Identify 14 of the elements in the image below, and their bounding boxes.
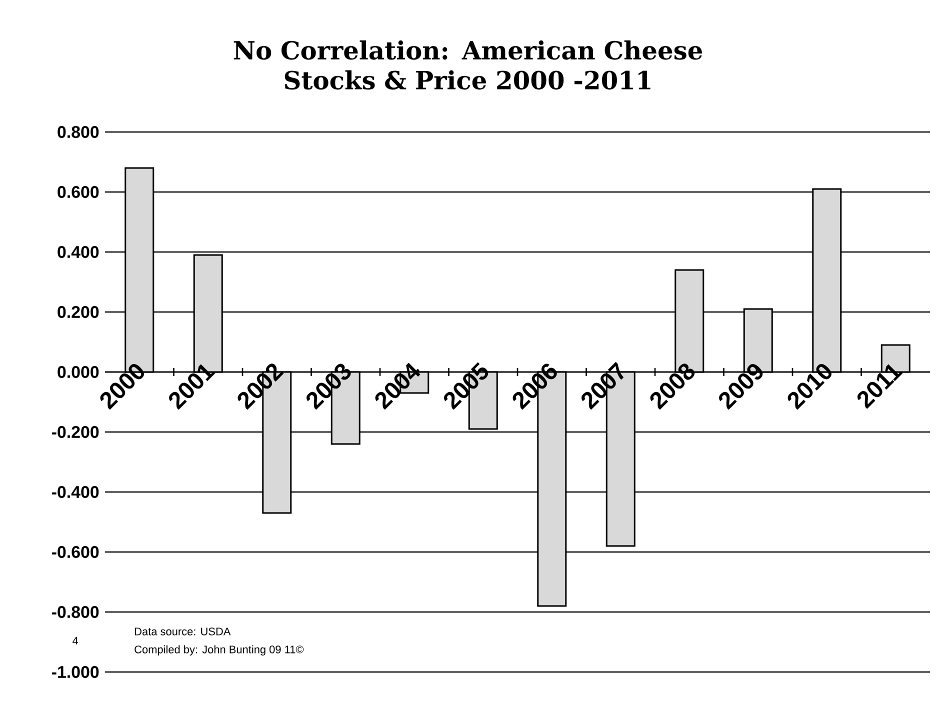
- y-tick-label: 0.800: [58, 126, 99, 138]
- y-tick-label: -0.800: [52, 606, 99, 618]
- text: 4: [72, 636, 78, 644]
- y-tick-label: -0.600: [52, 546, 99, 558]
- y-tick-label: -0.200: [52, 426, 99, 438]
- chart-title: No Correlation: American Cheese Stocks & Price 2000 -2011: [234, 40, 702, 90]
- annotation: Data source: USDA: [134, 628, 231, 636]
- y-tick-label: -1.000: [52, 666, 99, 678]
- y-tick-label: 0.400: [58, 246, 99, 258]
- annotation: Compiled by: John Bunting 09 11©: [134, 645, 304, 656]
- y-tick-label: 0.600: [58, 186, 99, 198]
- y-tick-label: 0.200: [58, 306, 99, 318]
- y-tick-label: 0.000: [58, 366, 99, 378]
- y-tick-label: -0.400: [52, 486, 99, 498]
